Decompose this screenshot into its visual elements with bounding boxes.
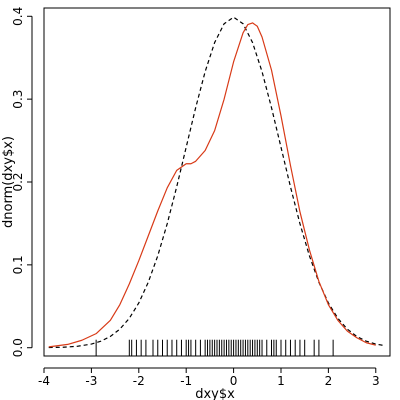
y-axis-label: dnorm(dxy$x)	[1, 136, 16, 228]
y-tick-label: 0.1	[11, 255, 25, 274]
y-tick-label: 0.3	[11, 90, 25, 109]
x-tick-label: -3	[85, 374, 97, 388]
x-axis-label: dxy$x	[195, 387, 235, 400]
kernel-density-line	[48, 22, 376, 348]
x-tick-label: -4	[38, 374, 50, 388]
x-tick-label: -1	[180, 374, 192, 388]
x-tick-label: 1	[277, 374, 285, 388]
y-tick-label: 0.2	[11, 172, 25, 191]
y-tick-label: 0.0	[11, 338, 25, 357]
y-tick-label: 0.4	[11, 7, 25, 26]
plot-frame	[43, 7, 391, 357]
x-tick-label: 2	[325, 374, 333, 388]
normal-density-line	[48, 16, 386, 349]
x-tick-label: 3	[372, 374, 380, 388]
x-tick-label: 0	[230, 374, 238, 388]
x-tick-label: -2	[133, 374, 145, 388]
